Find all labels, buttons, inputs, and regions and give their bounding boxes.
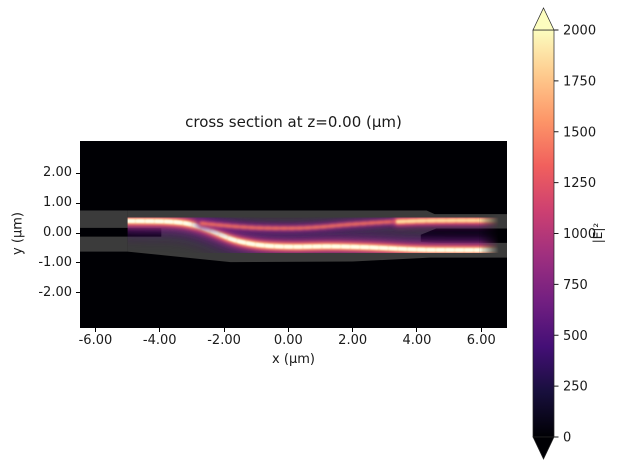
x-tick-label: 6.00 <box>466 333 496 348</box>
y-tick-mark <box>76 202 80 204</box>
colorbar-under-arrow <box>532 436 555 460</box>
y-tick-label: 0.00 <box>43 225 72 240</box>
x-tick-label: -6.00 <box>78 333 113 348</box>
colorbar: 0 250 500 750 1000 1250 1500 1750 2000 |E|² <box>532 7 605 460</box>
colorbar-tick-label: 1000 <box>563 227 596 242</box>
colorbar-axis-label: |E|² <box>591 223 605 244</box>
x-tick-label: -4.00 <box>142 333 177 348</box>
y-axis-label: y (μm) <box>10 212 26 255</box>
y-tick-mark <box>76 292 80 294</box>
x-tick-label: 2.00 <box>338 333 368 348</box>
colorbar-tick-label: 250 <box>563 380 588 395</box>
y-tick-label: 1.00 <box>43 195 72 211</box>
colorbar-tick-label: 2000 <box>563 24 596 39</box>
y-tick-mark <box>76 262 80 264</box>
y-tick-label: -2.00 <box>38 284 72 300</box>
plot-title: cross section at z=0.00 (μm) <box>185 113 402 131</box>
colorbar-tick-label: 1750 <box>563 74 596 89</box>
y-tick-label: -1.00 <box>38 254 72 270</box>
colorbar-over-arrow <box>532 7 555 31</box>
x-tick-mark <box>223 328 225 332</box>
x-axis-label: x (μm) <box>272 352 315 367</box>
colorbar-tick-label: 1500 <box>563 125 596 140</box>
x-tick-label: 0.00 <box>273 333 303 348</box>
x-tick-mark <box>287 328 289 332</box>
colorbar-tick-label: 1250 <box>563 176 596 191</box>
colorbar-tick-label: 500 <box>563 329 588 344</box>
x-tick-label: -2.00 <box>207 333 241 348</box>
colorbar-gradient <box>532 29 555 438</box>
x-tick-mark <box>159 328 161 332</box>
colorbar-tick-label: 750 <box>563 278 588 293</box>
x-tick-mark <box>352 328 354 332</box>
x-tick-mark <box>480 328 482 332</box>
y-tick-mark <box>76 172 80 174</box>
x-tick-label: 4.00 <box>402 333 432 348</box>
field-intensity-layer <box>112 206 507 266</box>
colorbar-tick-label: 0 <box>563 431 571 446</box>
top-output-beam <box>395 218 503 224</box>
x-tick-mark <box>416 328 418 332</box>
x-tick-mark <box>94 328 96 332</box>
heatmap-plot-area <box>80 141 507 328</box>
y-tick-mark <box>76 232 80 234</box>
input-bottom-waveguide <box>80 236 128 252</box>
y-tick-label: 2.00 <box>43 165 72 181</box>
